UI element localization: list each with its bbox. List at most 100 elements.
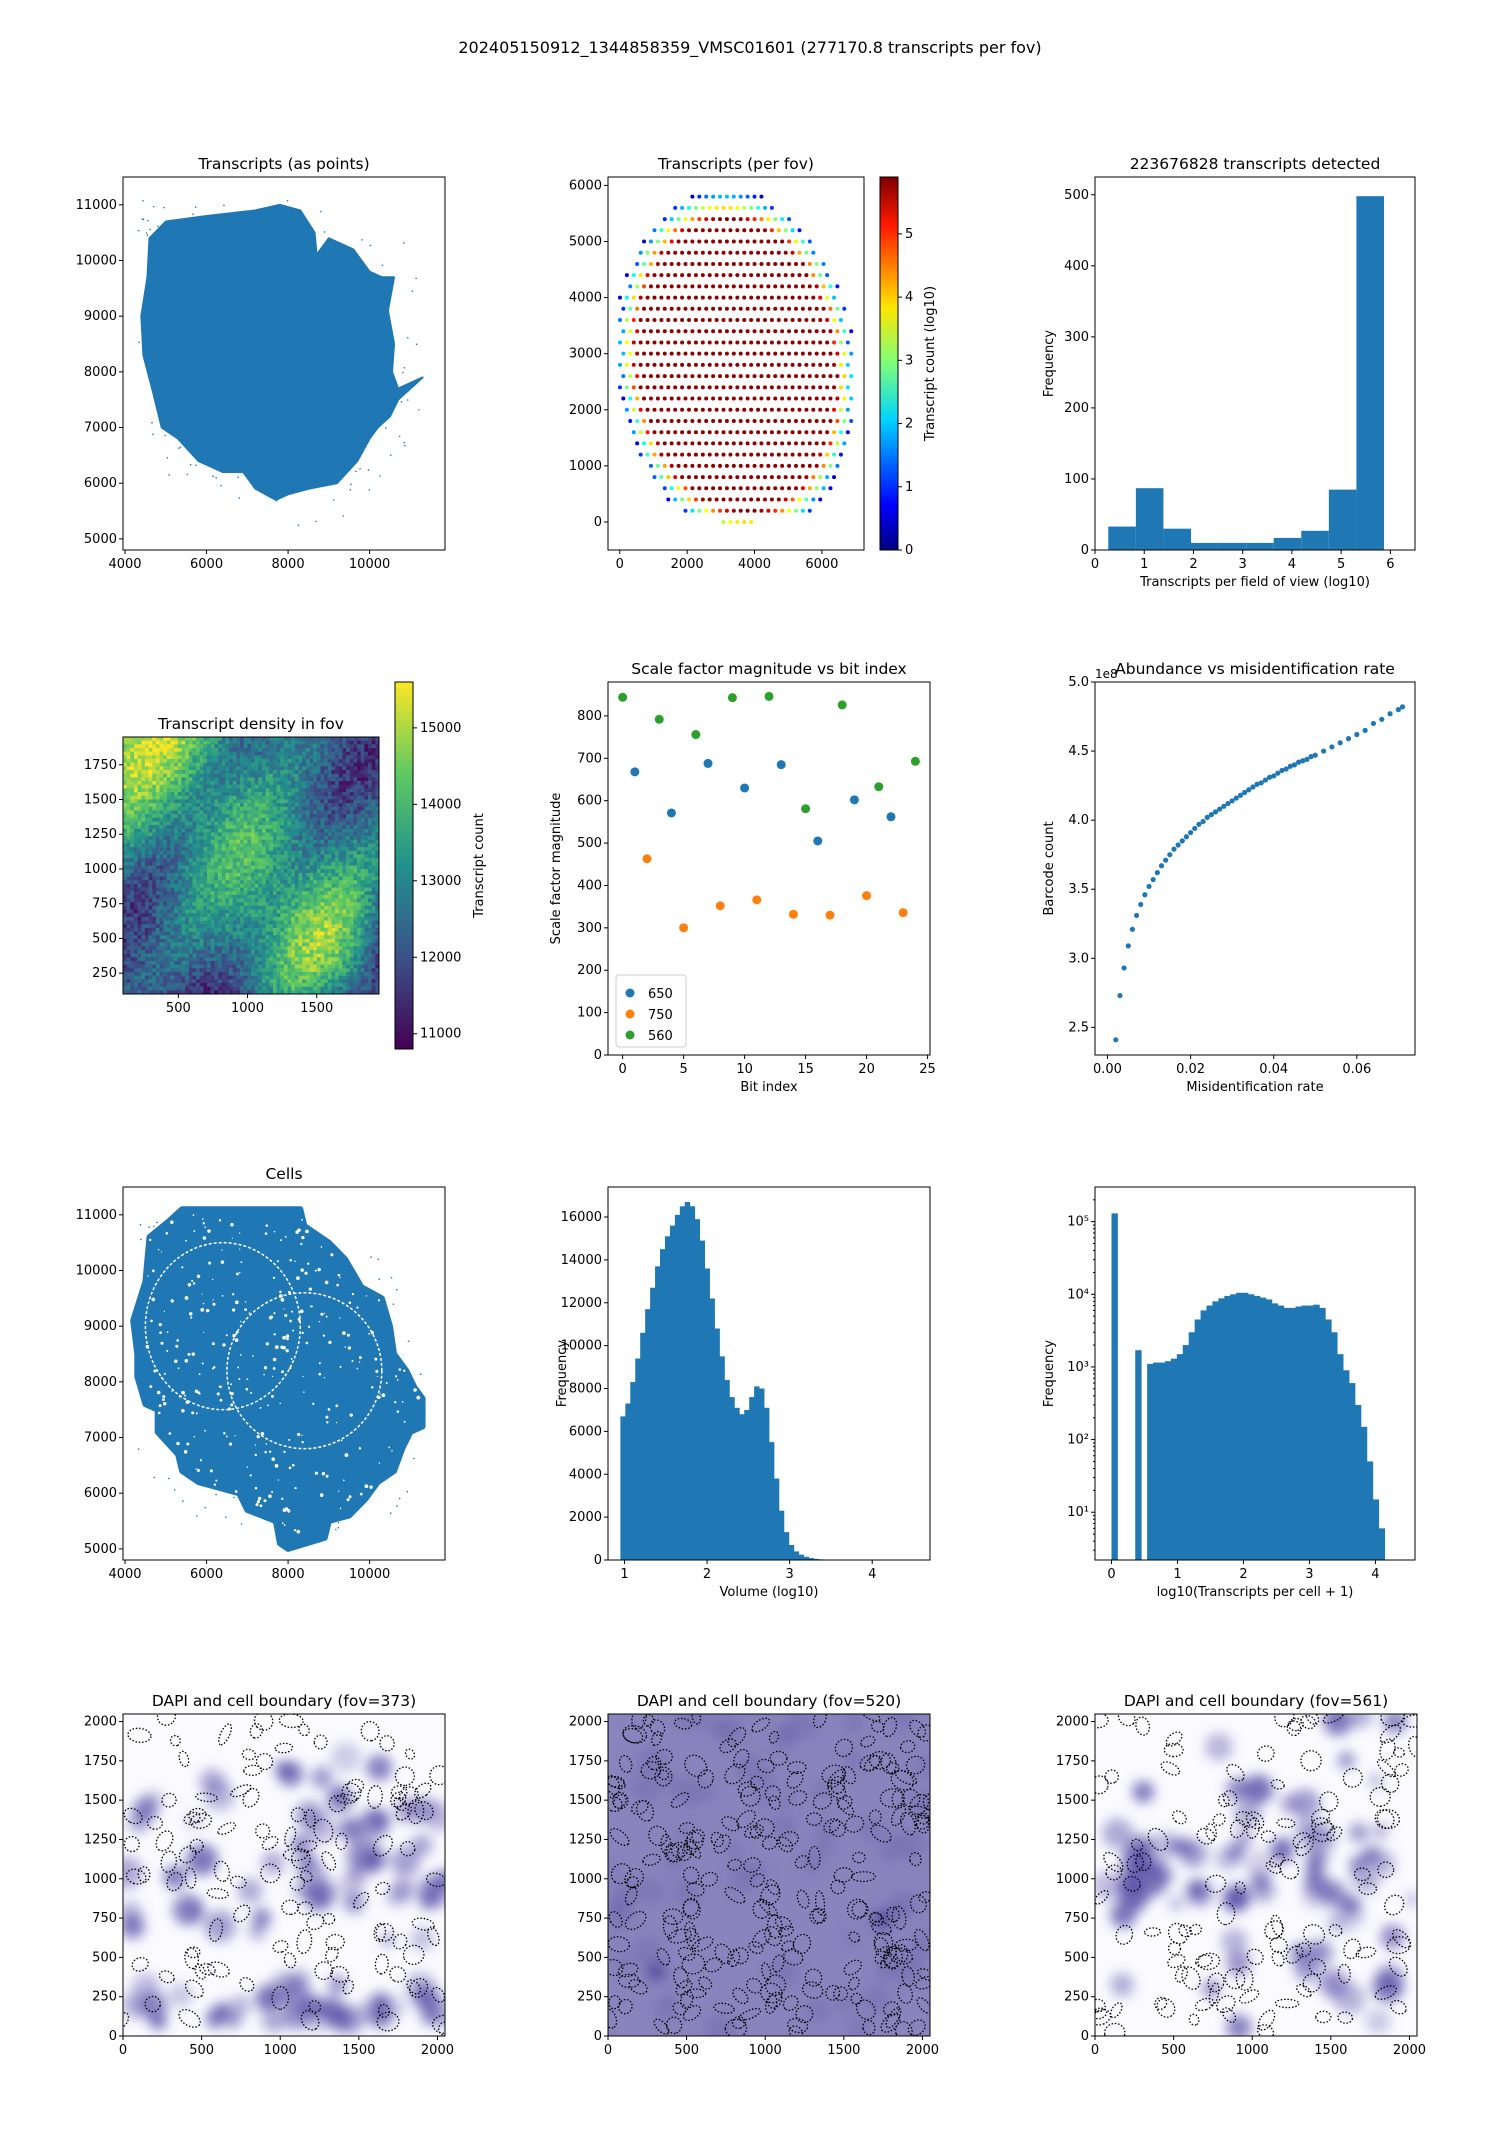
density-cell: [181, 979, 186, 984]
density-cell: [225, 777, 230, 782]
density-cell: [280, 799, 285, 804]
density-cell: [313, 839, 318, 844]
fov-point: [669, 261, 674, 266]
density-cell: [170, 854, 175, 859]
fov-point: [793, 396, 798, 401]
fov-point: [690, 217, 695, 222]
fov-point: [652, 318, 657, 323]
fov-point: [711, 463, 716, 468]
density-cell: [254, 770, 259, 775]
density-cell: [218, 938, 223, 943]
density-cell: [309, 920, 314, 925]
density-cell: [225, 953, 230, 958]
density-cell: [236, 784, 241, 789]
density-cell: [137, 942, 142, 947]
density-cell: [155, 737, 160, 741]
density-cell: [265, 883, 270, 888]
density-cell: [152, 766, 157, 771]
fov-point: [766, 306, 771, 311]
density-cell: [291, 810, 296, 815]
density-cell: [225, 927, 230, 932]
fov-point: [700, 362, 705, 367]
density-cell: [159, 971, 164, 976]
density-cell: [203, 854, 208, 859]
density-cell: [218, 916, 223, 921]
density-cell: [174, 737, 179, 741]
density-cell: [221, 982, 226, 987]
density-cell: [203, 957, 208, 962]
density-cell: [276, 920, 281, 925]
fov-point: [838, 407, 843, 412]
density-cell: [229, 876, 234, 881]
density-cell: [218, 887, 223, 892]
fov-point: [724, 306, 729, 311]
density-cell: [152, 968, 157, 973]
density-cell: [280, 942, 285, 947]
density-cell: [291, 740, 296, 745]
density-cell: [174, 975, 179, 980]
density-cell: [163, 924, 168, 929]
density-cell: [309, 869, 314, 874]
density-cell: [236, 935, 241, 940]
density-cell: [123, 781, 127, 786]
density-cell: [240, 880, 244, 885]
density-cell: [123, 953, 127, 958]
density-cell: [309, 858, 314, 863]
density-cell: [229, 905, 234, 910]
fov-point: [648, 396, 653, 401]
density-cell: [240, 814, 244, 819]
density-cell: [251, 806, 255, 811]
density-cell: [130, 883, 135, 888]
density-cell: [221, 905, 226, 910]
density-cell: [177, 891, 182, 896]
density-cell: [320, 880, 325, 885]
density-cell: [316, 894, 321, 899]
density-cell: [166, 803, 171, 808]
density-cell: [155, 916, 160, 921]
density-cell: [225, 872, 230, 877]
density-cell: [126, 854, 131, 859]
fov-point: [845, 430, 850, 435]
density-cell: [320, 755, 325, 760]
density-cell: [291, 836, 296, 841]
density-cell: [305, 788, 310, 793]
density-cell: [159, 795, 164, 800]
density-cell: [261, 836, 266, 841]
density-cell: [155, 865, 160, 870]
density-cell: [294, 759, 299, 763]
density-cell: [298, 920, 303, 925]
density-cell: [199, 777, 204, 782]
density-cell: [144, 839, 149, 844]
density-cell: [276, 799, 281, 804]
fov-point: [807, 261, 812, 266]
density-cell: [229, 755, 234, 760]
density-cell: [188, 876, 193, 881]
density-cell: [210, 872, 215, 877]
density-cell: [236, 990, 241, 995]
density-cell: [291, 854, 296, 859]
density-cell: [218, 975, 223, 980]
fov-point: [673, 475, 678, 480]
density-cell: [327, 902, 332, 907]
density-cell: [298, 964, 303, 969]
density-cell: [166, 773, 171, 778]
fov-point: [735, 295, 740, 300]
density-cell: [243, 942, 248, 947]
density-cell: [287, 894, 292, 899]
density-cell: [192, 810, 197, 815]
fov-point: [638, 362, 643, 367]
fov-point: [807, 239, 812, 244]
density-cell: [247, 825, 252, 830]
density-cell: [218, 788, 223, 793]
density-cell: [291, 964, 296, 969]
density-cell: [166, 949, 171, 954]
density-cell: [185, 766, 190, 771]
fov-point: [631, 273, 636, 278]
density-cell: [210, 806, 215, 811]
density-cell: [199, 748, 204, 752]
density-cell: [294, 751, 299, 756]
density-cell: [243, 858, 248, 863]
fov-point: [673, 250, 678, 255]
density-cell: [170, 924, 175, 929]
density-cell: [272, 927, 277, 932]
